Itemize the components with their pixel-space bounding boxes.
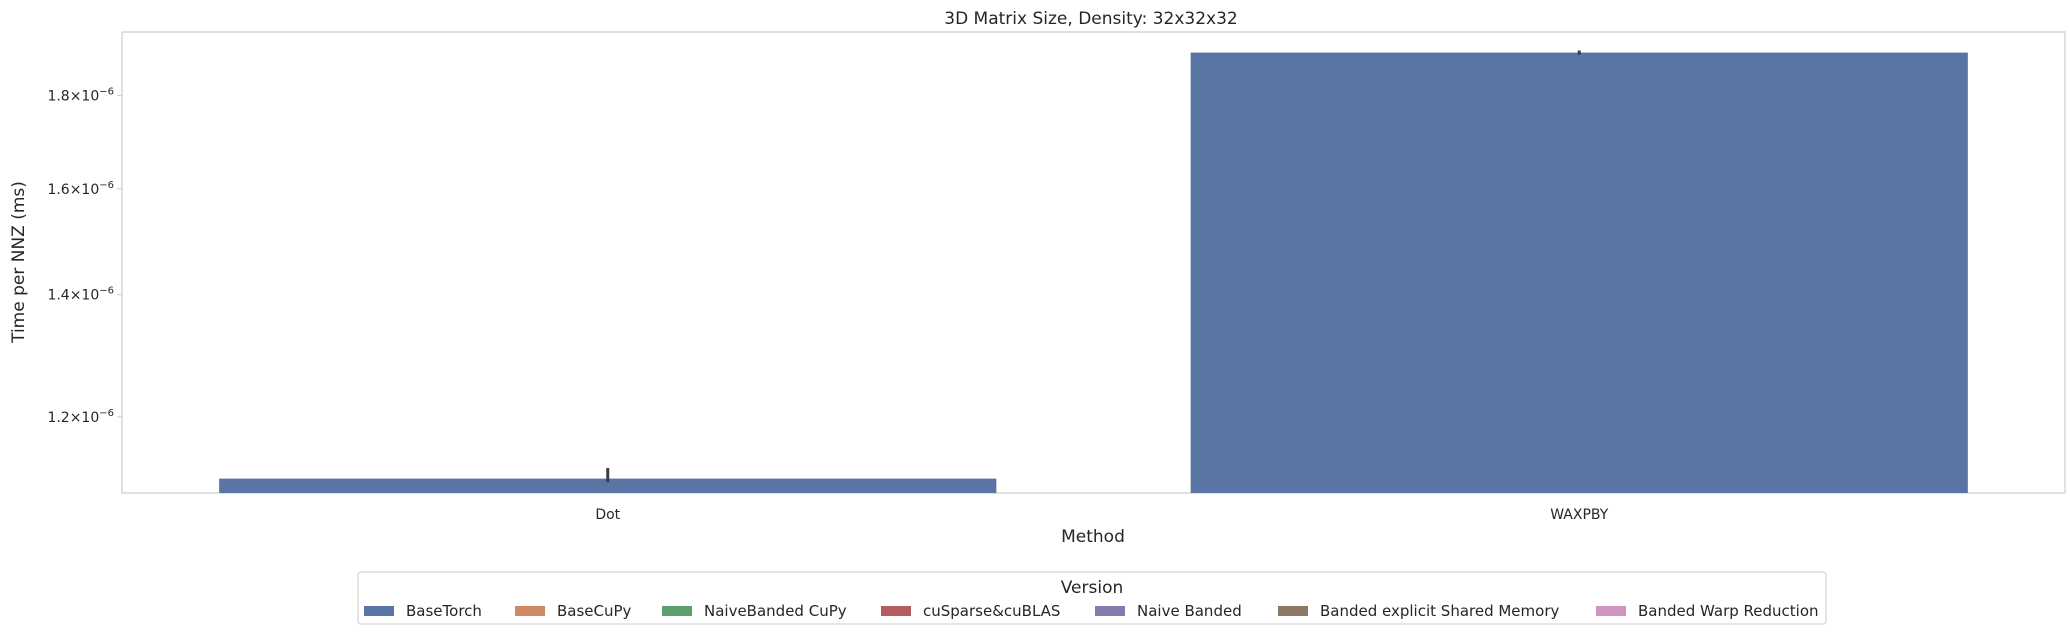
y-tick-label: 1.6×10−6 [47, 180, 114, 198]
legend-swatch [364, 606, 394, 616]
y-axis-label: Time per NNZ (ms) [9, 181, 29, 344]
legend-label: BaseTorch [406, 602, 482, 620]
x-tick-label: Dot [595, 507, 620, 523]
y-tick-exponent: −6 [99, 180, 114, 191]
y-tick-mantissa: 1.4×10 [47, 288, 99, 304]
legend-swatch [1095, 606, 1125, 616]
y-tick-mantissa: 1.2×10 [47, 410, 99, 426]
legend-swatch [1278, 606, 1308, 616]
y-tick-mantissa: 1.8×10 [47, 88, 99, 104]
legend-label: Banded Warp Reduction [1638, 602, 1819, 620]
bar-dot [219, 478, 997, 493]
legend-label: Banded explicit Shared Memory [1320, 602, 1559, 620]
y-tick-label: 1.4×10−6 [47, 286, 114, 304]
y-tick-exponent: −6 [99, 86, 114, 97]
legend-frame [357, 571, 1827, 625]
legend: Version BaseTorch BaseCuPy NaiveBanded CuP… [357, 571, 1827, 625]
y-tick-exponent: −6 [99, 408, 114, 419]
x-tick-label: WAXPBY [1550, 507, 1609, 523]
y-tick-label: 1.2×10−6 [47, 408, 114, 426]
legend-swatch [662, 606, 692, 616]
bars-layer [219, 50, 1968, 494]
chart-title: 3D Matrix Size, Density: 32x32x32 [944, 9, 1237, 29]
y-tick-mantissa: 1.6×10 [47, 182, 99, 198]
x-axis-label: Method [1061, 527, 1125, 547]
bar-waxpby [1190, 52, 1968, 494]
y-axis: 1.2×10−61.4×10−61.6×10−61.8×10−6 [47, 86, 122, 426]
legend-label: BaseCuPy [557, 602, 632, 620]
legend-swatch [515, 606, 545, 616]
legend-swatch [1596, 606, 1626, 616]
legend-title: Version [1061, 578, 1124, 598]
x-axis: Dot WAXPBY [595, 507, 1608, 523]
legend-label: cuSparse&cuBLAS [923, 602, 1060, 620]
legend-swatch [881, 606, 911, 616]
y-tick-label: 1.8×10−6 [47, 86, 114, 104]
legend-label: Naive Banded [1137, 602, 1242, 620]
legend-entries: BaseTorch BaseCuPy NaiveBanded CuPy cuSpars… [364, 602, 1819, 620]
y-tick-exponent: −6 [99, 286, 114, 297]
legend-label: NaiveBanded CuPy [704, 602, 847, 620]
